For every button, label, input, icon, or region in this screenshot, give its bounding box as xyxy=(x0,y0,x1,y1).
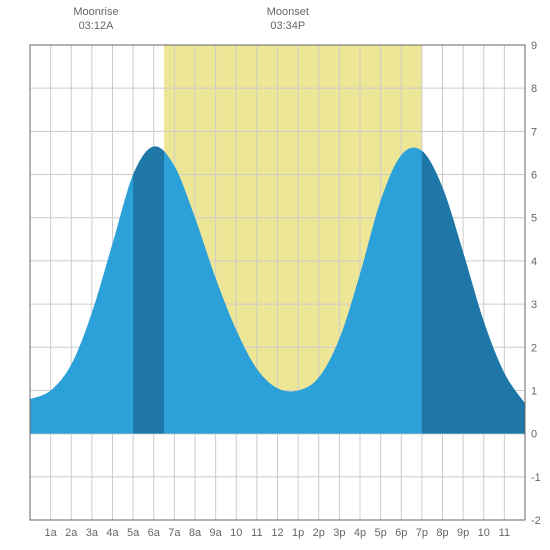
svg-text:10: 10 xyxy=(230,527,242,539)
svg-text:5: 5 xyxy=(531,213,537,225)
svg-text:1: 1 xyxy=(531,385,537,397)
svg-text:0: 0 xyxy=(531,429,537,441)
svg-text:7: 7 xyxy=(531,126,537,138)
svg-text:6p: 6p xyxy=(395,527,407,539)
svg-text:1p: 1p xyxy=(292,527,304,539)
svg-text:6: 6 xyxy=(531,170,537,182)
svg-text:3p: 3p xyxy=(333,527,345,539)
svg-text:9a: 9a xyxy=(210,527,223,539)
svg-text:7p: 7p xyxy=(416,527,428,539)
svg-text:1a: 1a xyxy=(45,527,58,539)
svg-text:6a: 6a xyxy=(148,527,161,539)
svg-text:8p: 8p xyxy=(436,527,448,539)
svg-text:8a: 8a xyxy=(189,527,202,539)
tide-chart: Moonrise 03:12A Moonset 03:34P -2-101234… xyxy=(0,0,550,550)
moonrise-label: Moonrise xyxy=(66,5,126,19)
svg-text:3: 3 xyxy=(531,299,537,311)
chart-svg: -2-101234567891a2a3a4a5a6a7a8a9a1011121p… xyxy=(0,0,550,550)
svg-text:12: 12 xyxy=(271,527,283,539)
moonset-time: 03:34P xyxy=(258,19,318,33)
moonrise-annotation: Moonrise 03:12A xyxy=(66,5,126,34)
svg-text:10: 10 xyxy=(478,527,490,539)
svg-text:11: 11 xyxy=(499,527,510,539)
moonset-annotation: Moonset 03:34P xyxy=(258,5,318,34)
moonrise-time: 03:12A xyxy=(66,19,126,33)
svg-text:2: 2 xyxy=(531,342,537,354)
svg-text:4p: 4p xyxy=(354,527,366,539)
svg-text:3a: 3a xyxy=(86,527,99,539)
svg-text:2a: 2a xyxy=(65,527,78,539)
svg-text:4: 4 xyxy=(531,256,537,268)
svg-text:2p: 2p xyxy=(313,527,325,539)
moonset-label: Moonset xyxy=(258,5,318,19)
svg-text:-2: -2 xyxy=(531,515,541,527)
svg-text:11: 11 xyxy=(251,527,262,539)
svg-text:5p: 5p xyxy=(375,527,387,539)
svg-text:4a: 4a xyxy=(106,527,119,539)
svg-text:5a: 5a xyxy=(127,527,140,539)
svg-text:9p: 9p xyxy=(457,527,469,539)
svg-text:7a: 7a xyxy=(168,527,181,539)
svg-text:8: 8 xyxy=(531,83,537,95)
annotations-layer: Moonrise 03:12A Moonset 03:34P xyxy=(0,5,550,45)
svg-text:-1: -1 xyxy=(531,472,541,484)
